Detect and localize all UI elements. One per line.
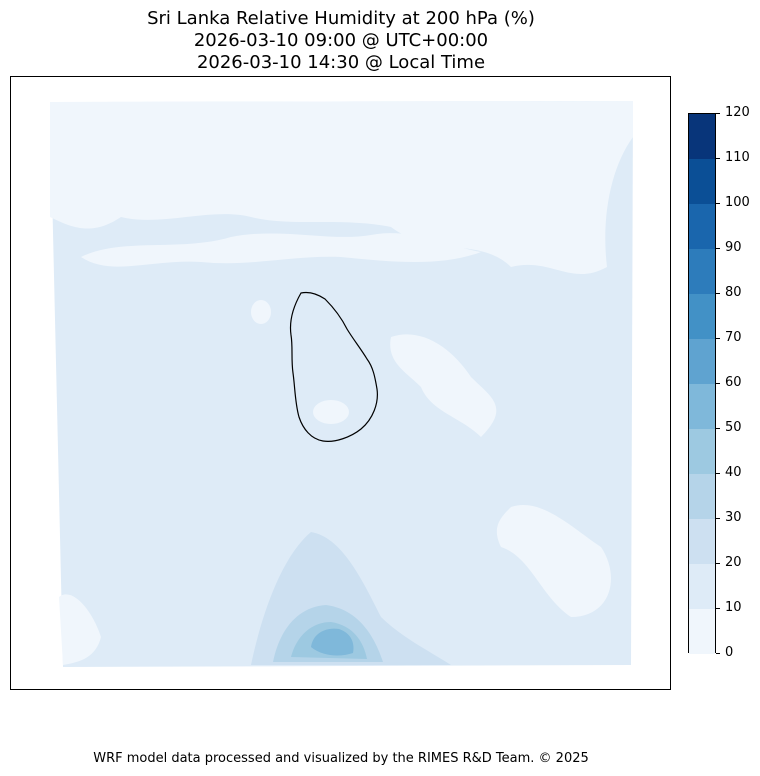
colorbar-tick-label: 120	[725, 105, 750, 120]
colorbar-tick	[716, 427, 720, 429]
colorbar-segment	[689, 159, 715, 204]
colorbar-tick-label: 40	[725, 465, 742, 480]
humidity-field-map	[50, 101, 633, 667]
field-0-10-blob	[251, 300, 271, 324]
colorbar-tick	[716, 112, 720, 114]
colorbar-tick-label: 110	[725, 150, 750, 165]
footer-credit: WRF model data processed and visualized …	[93, 751, 589, 766]
colorbar-tick	[716, 157, 720, 159]
colorbar-segment	[689, 114, 715, 159]
local-time-subtitle: 2026-03-10 14:30 @ Local Time	[196, 52, 486, 73]
field-50-60	[311, 628, 354, 656]
field-0-10-blob2	[313, 400, 349, 424]
colorbar-tick-label: 60	[725, 375, 742, 390]
colorbar-segment	[689, 474, 715, 519]
colorbar-segment	[689, 384, 715, 429]
field-0-10-band	[81, 233, 481, 267]
colorbar-tick-label: 0	[725, 645, 734, 660]
colorbar-tick	[716, 517, 720, 519]
colorbar-tick-label: 10	[725, 600, 742, 615]
chart-title: Sri Lanka Relative Humidity at 200 hPa (…	[147, 8, 535, 29]
colorbar-segment	[689, 564, 715, 609]
colorbar-segment	[689, 609, 715, 654]
colorbar-tick	[716, 292, 720, 294]
colorbar-tick-label: 30	[725, 510, 742, 525]
colorbar-segment	[689, 429, 715, 474]
colorbar-tick-label: 50	[725, 420, 742, 435]
colorbar-tick-label: 80	[725, 285, 742, 300]
colorbar-segment	[689, 339, 715, 384]
colorbar-tick-label: 100	[725, 195, 750, 210]
colorbar-tick-label: 70	[725, 330, 742, 345]
field-0-10-north	[50, 101, 633, 275]
sri-lanka-coastline	[289, 291, 378, 442]
colorbar-tick-label: 90	[725, 240, 742, 255]
field-0-10-southeast	[496, 505, 611, 617]
colorbar-tick	[716, 562, 720, 564]
map-panel: RIMES	[10, 76, 671, 690]
colorbar-tick	[716, 202, 720, 204]
colorbar-segment	[689, 249, 715, 294]
colorbar	[688, 113, 716, 654]
colorbar-segment	[689, 294, 715, 339]
colorbar-tick	[716, 607, 720, 609]
colorbar-tick-label: 20	[725, 555, 742, 570]
colorbar-segment	[689, 204, 715, 249]
rimes-logo: RIMES	[603, 686, 670, 689]
field-0-10-east	[390, 334, 497, 437]
colorbar-tick	[716, 247, 720, 249]
colorbar-tick	[716, 337, 720, 339]
field-0-10-west	[59, 594, 101, 665]
colorbar-tick	[716, 472, 720, 474]
colorbar-tick	[716, 382, 720, 384]
colorbar-tick	[716, 652, 720, 654]
colorbar-segment	[689, 519, 715, 564]
utc-time-subtitle: 2026-03-10 09:00 @ UTC+00:00	[193, 30, 489, 51]
